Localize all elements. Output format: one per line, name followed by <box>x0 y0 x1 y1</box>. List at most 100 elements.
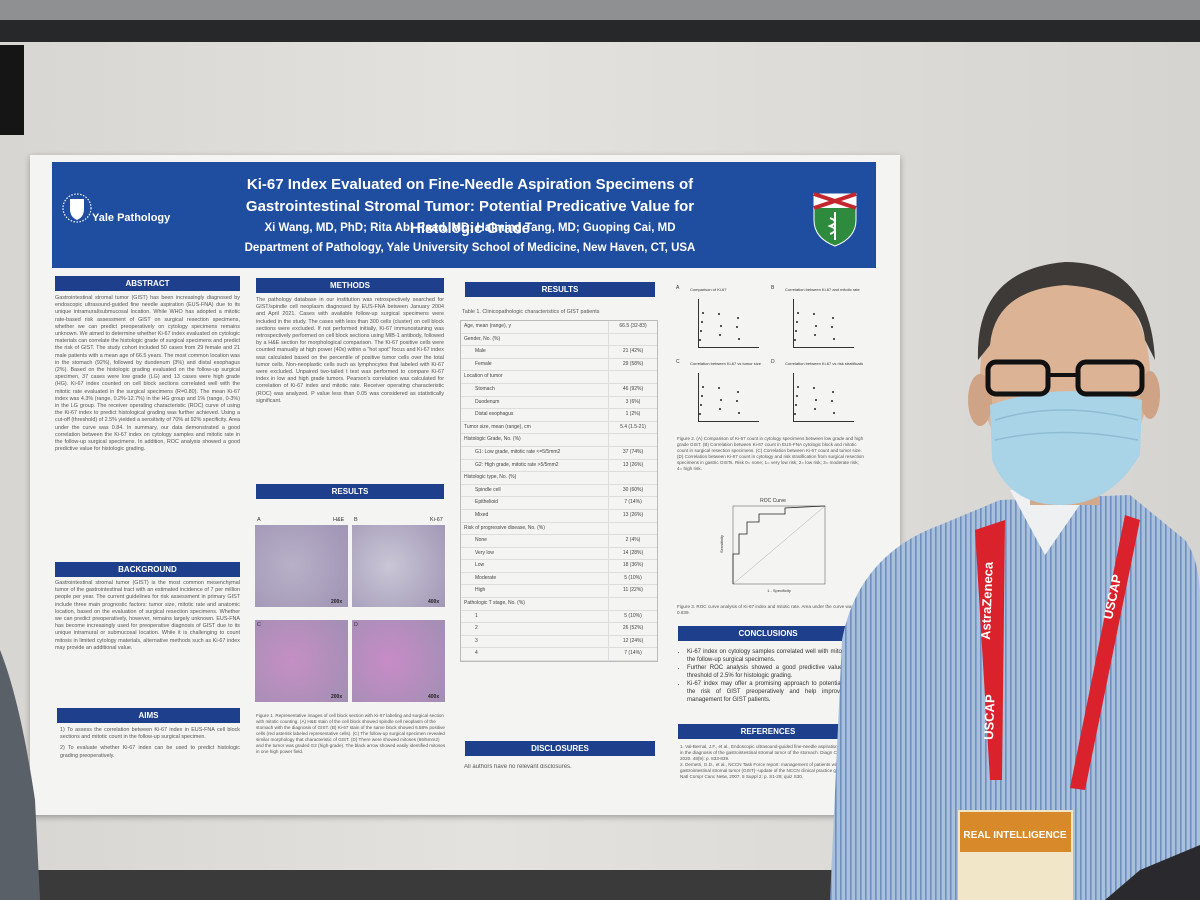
plot-point <box>702 312 704 314</box>
roc-figure: ROC Curve Sensitivity 1 - Specificity <box>719 498 826 593</box>
lanyard-sponsor: AstraZeneca <box>978 561 996 640</box>
plot-point <box>833 412 835 414</box>
row-label: Low <box>475 562 485 569</box>
logo-text: Yale Pathology <box>92 212 171 224</box>
plot-point <box>832 317 834 319</box>
table-row: Gender, No. (%) <box>461 333 657 347</box>
row-value: 21 (42%) <box>608 346 657 358</box>
plot-point <box>702 386 704 388</box>
table-row: Female 29 (58%) <box>461 358 657 372</box>
abstract-text: Gastrointestinal stromal tumor (GIST) ha… <box>55 295 240 453</box>
plot-point <box>831 326 833 328</box>
row-value: 7 (14%) <box>608 648 657 661</box>
plot-point <box>718 313 720 315</box>
plot-point <box>720 399 722 401</box>
section-heading: BACKGROUND <box>55 562 240 577</box>
plot-area <box>793 299 854 348</box>
conclusion-item: Ki-67 index on cytology samples correlat… <box>687 648 867 664</box>
table-row: Duodenum 3 (6%) <box>461 396 657 410</box>
micrograph <box>352 620 445 702</box>
plot-point <box>813 313 815 315</box>
table-row: Stomach 46 (92%) <box>461 383 657 397</box>
panel-title: Correlation between Ki-67 vs risk strati… <box>785 361 863 366</box>
affiliation: Department of Pathology, Yale University… <box>244 242 696 254</box>
badge-text: REAL INTELLIGENCE <box>963 830 1066 841</box>
section-heading: RESULTS <box>465 282 655 297</box>
row-label: Location of tumor <box>464 373 503 380</box>
background-text: Gastrointestinal stromal tumor (GIST) is… <box>55 580 240 651</box>
row-value: 1 (2%) <box>608 409 657 421</box>
row-value <box>608 371 657 383</box>
row-value: 13 (26%) <box>608 459 657 472</box>
table-row: Mixed 13 (26%) <box>461 509 657 523</box>
row-value: 5 (10%) <box>608 610 657 623</box>
row-label: Female <box>475 360 492 367</box>
table-row: Histologic type, No. (%) <box>461 472 657 485</box>
row-value: 5.4 (1.5-21) <box>608 421 657 434</box>
row-value <box>608 522 657 535</box>
row-value: 29 (58%) <box>608 358 657 371</box>
plot-area <box>698 299 759 348</box>
row-value: 13 (26%) <box>608 509 657 522</box>
table-row: G2: High grade, mitotic rate >5/5mm2 13 (… <box>461 459 657 473</box>
row-label: Very low <box>475 549 494 556</box>
aim-item: 1) To assess the correlation between Ki-… <box>60 727 240 741</box>
row-label: Tumor size, mean (range), cm <box>464 423 531 430</box>
row-value: 2 (4%) <box>608 535 657 547</box>
table-row: Histologic Grade, No. (%) <box>461 434 657 447</box>
table-row: Distal esophagus 1 (2%) <box>461 409 657 422</box>
aim-item: 2) To evaluate whether Ki-67 index can b… <box>60 745 240 759</box>
panel-title: Correlation between Ki-67 and mitotic ra… <box>785 287 860 292</box>
row-label: High <box>475 587 486 594</box>
table-row: Age, mean (range), y 66.5 (32-83) <box>461 321 657 334</box>
row-label: Histologic type, No. (%) <box>464 474 517 481</box>
plot-point <box>699 339 701 341</box>
row-value <box>608 333 657 346</box>
figure1-caption: Figure 1. Representative images of cell … <box>256 713 446 754</box>
panel-stain: Ki-67 <box>430 517 443 523</box>
row-label: None <box>475 537 487 544</box>
figure3-caption: Figure 3. ROC curve analysis of Ki-67 in… <box>677 604 854 615</box>
section-heading: DISCLOSURES <box>465 741 655 756</box>
table-row: Male 21 (42%) <box>461 346 657 359</box>
conclusions-list: Ki-67 index on cytology samples correlat… <box>678 648 867 720</box>
plot-point <box>794 339 796 341</box>
panel-letter: D <box>771 359 775 365</box>
table-row: High 11 (22%) <box>461 585 657 599</box>
row-label: G2: High grade, mitotic rate >5/5mm2 <box>475 461 559 468</box>
shield-emblem <box>813 192 857 247</box>
table-row: 4 7 (14%) <box>461 648 657 662</box>
panel-magnification: 200x <box>331 694 343 700</box>
row-value <box>608 598 657 610</box>
plot-point <box>833 338 835 340</box>
plot-point <box>813 387 815 389</box>
panel-stain: H&E <box>333 517 345 523</box>
reference-item: 2. Demetri, G.D., et al., NCCN Task Forc… <box>680 762 859 779</box>
plot-point <box>796 395 798 397</box>
row-label: Stomach <box>475 385 495 392</box>
micrograph-figure: A H&E 200x B Ki-67 400x C 200x D 400x <box>255 515 447 707</box>
disclosures-text: All authors have no relevant disclosures… <box>464 764 572 770</box>
micrograph <box>255 620 348 702</box>
plot-point <box>700 330 702 332</box>
row-value: 66.5 (32-83) <box>608 321 657 333</box>
plot-point <box>832 391 834 393</box>
plot-point <box>699 413 701 415</box>
plot-point <box>815 325 817 327</box>
row-value <box>608 472 657 484</box>
figure2: A Comparison of Ki-67 B Correlation between… <box>676 285 866 433</box>
table-row: Moderate 5 (10%) <box>461 572 657 586</box>
row-label: Gender, No. (%) <box>464 335 501 342</box>
row-label: 2 <box>475 625 478 632</box>
reference-item: 1. Val-Bernal, J.F., et al., Endoscopic … <box>680 744 857 761</box>
poster-banner <box>52 162 876 268</box>
authors: Xi Wang, MD, PhD; Rita Abi-Raad, MD; Hai… <box>264 222 676 234</box>
row-value: 7 (14%) <box>608 497 657 509</box>
row-label: Epithelioid <box>475 499 499 506</box>
plot-point <box>719 334 721 336</box>
row-value: 30 (60%) <box>608 484 657 497</box>
roc-x-label: 1 - Specificity <box>767 588 791 593</box>
plot-point <box>796 321 798 323</box>
